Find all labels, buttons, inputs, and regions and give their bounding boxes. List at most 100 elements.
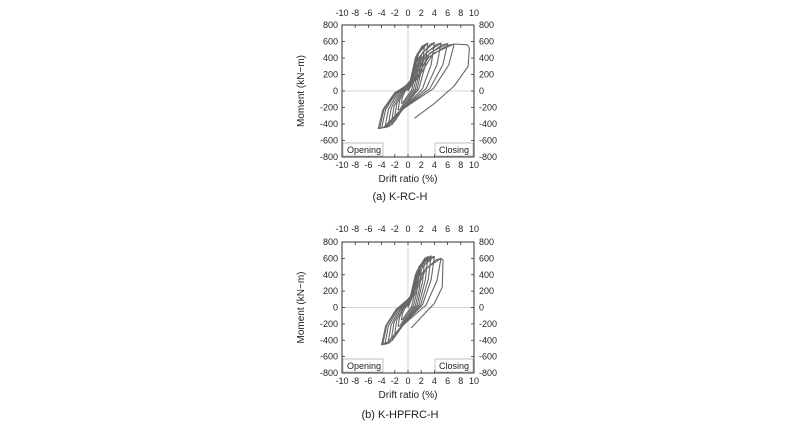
opening-label: Opening xyxy=(347,145,381,155)
x-tick-label-top: 2 xyxy=(419,8,424,18)
x-tick-label-bottom: 0 xyxy=(405,160,410,170)
y-tick-label-left: 800 xyxy=(323,20,338,30)
x-tick-label-bottom: -6 xyxy=(364,376,372,386)
y-tick-label-left: 800 xyxy=(323,237,338,247)
x-tick-label-bottom: 10 xyxy=(469,376,479,386)
x-tick-label-bottom: -6 xyxy=(364,160,372,170)
y-tick-label-left: 400 xyxy=(323,53,338,63)
x-tick-label-top: -8 xyxy=(351,224,359,234)
y-tick-label-right: 800 xyxy=(479,237,494,247)
x-tick-label-top: 0 xyxy=(405,224,410,234)
y-tick-label-right: 800 xyxy=(479,20,494,30)
y-tick-label-right: -200 xyxy=(479,103,497,113)
hysteresis-loop-6 xyxy=(384,42,435,129)
hysteresis-loop-9 xyxy=(377,43,455,130)
x-tick-label-top: -10 xyxy=(335,224,348,234)
y-tick-label-right: 200 xyxy=(479,70,494,80)
y-tick-label-left: -400 xyxy=(320,335,338,345)
closing-label-box xyxy=(434,358,474,373)
plot-frame xyxy=(341,241,475,374)
x-tick-label-top: 6 xyxy=(445,224,450,234)
x-tick-label-top: -2 xyxy=(391,224,399,234)
y-tick-label-left: 600 xyxy=(323,37,338,47)
y-tick-label-right: 400 xyxy=(479,270,494,280)
plot-frame xyxy=(341,24,475,158)
panel-caption: (b) K-HPFRC-H xyxy=(362,409,439,421)
final-unloading-branch xyxy=(414,43,470,119)
x-tick-label-top: 10 xyxy=(469,224,479,234)
opening-label-box xyxy=(342,358,384,373)
x-tick-label-top: -10 xyxy=(335,8,348,18)
x-tick-label-top: 4 xyxy=(432,8,437,18)
x-tick-label-bottom: 8 xyxy=(458,376,463,386)
y-tick-label-left: -400 xyxy=(320,119,338,129)
y-tick-label-right: -200 xyxy=(479,319,497,329)
x-tick-label-top: 10 xyxy=(469,8,479,18)
x-tick-label-top: -8 xyxy=(351,8,359,18)
x-tick-label-bottom: 0 xyxy=(405,376,410,386)
x-tick-label-bottom: -10 xyxy=(335,376,348,386)
y-tick-label-left: -200 xyxy=(320,103,338,113)
x-tick-label-bottom: 6 xyxy=(445,376,450,386)
x-tick-label-top: -6 xyxy=(364,224,372,234)
x-tick-label-bottom: -10 xyxy=(335,160,348,170)
y-tick-label-left: -600 xyxy=(320,352,338,362)
x-tick-label-top: -6 xyxy=(364,8,372,18)
closing-label: Closing xyxy=(439,361,469,371)
final-unloading-branch xyxy=(410,257,444,329)
x-tick-label-top: 4 xyxy=(432,224,437,234)
y-tick-label-left: -800 xyxy=(320,368,338,378)
y-tick-label-right: 400 xyxy=(479,53,494,63)
y-tick-label-right: -400 xyxy=(479,335,497,345)
y-tick-label-left: 200 xyxy=(323,70,338,80)
closing-label: Closing xyxy=(439,145,469,155)
x-tick-label-top: 0 xyxy=(405,8,410,18)
y-tick-label-left: -600 xyxy=(320,136,338,146)
y-tick-label-left: 0 xyxy=(333,303,338,313)
x-tick-label-bottom: 10 xyxy=(469,160,479,170)
y-tick-label-right: -800 xyxy=(479,368,497,378)
y-axis-label: Moment (kN−m) xyxy=(296,55,307,127)
y-tick-label-right: -800 xyxy=(479,152,497,162)
hysteresis-loop-8 xyxy=(382,257,442,345)
y-tick-label-left: -200 xyxy=(320,319,338,329)
y-tick-label-right: 0 xyxy=(479,303,484,313)
x-tick-label-bottom: 4 xyxy=(432,376,437,386)
hysteresis-loop-7 xyxy=(381,42,442,129)
x-tick-label-bottom: 6 xyxy=(445,160,450,170)
x-tick-label-bottom: -2 xyxy=(391,160,399,170)
x-tick-label-top: -4 xyxy=(378,8,386,18)
x-tick-label-bottom: 2 xyxy=(419,160,424,170)
x-tick-label-bottom: 8 xyxy=(458,160,463,170)
x-tick-label-bottom: 4 xyxy=(432,160,437,170)
y-tick-label-left: 0 xyxy=(333,86,338,96)
x-tick-label-top: 2 xyxy=(419,224,424,234)
x-tick-label-top: 6 xyxy=(445,8,450,18)
panel-caption: (a) K-RC-H xyxy=(373,191,428,203)
y-axis-label: Moment (kN−m) xyxy=(296,272,307,344)
x-tick-label-bottom: -2 xyxy=(391,376,399,386)
x-tick-label-top: -4 xyxy=(378,224,386,234)
x-tick-label-top: -2 xyxy=(391,8,399,18)
x-axis-label: Drift ratio (%) xyxy=(379,174,438,185)
opening-label-box xyxy=(342,142,384,157)
y-tick-label-left: 200 xyxy=(323,286,338,296)
x-axis-label: Drift ratio (%) xyxy=(379,390,438,401)
x-tick-label-bottom: -4 xyxy=(378,160,386,170)
y-tick-label-left: 400 xyxy=(323,270,338,280)
y-tick-label-right: 600 xyxy=(479,253,494,263)
x-tick-label-top: 8 xyxy=(458,224,463,234)
y-tick-label-right: -600 xyxy=(479,352,497,362)
opening-label: Opening xyxy=(347,361,381,371)
y-tick-label-left: -800 xyxy=(320,152,338,162)
x-tick-label-bottom: -8 xyxy=(351,160,359,170)
x-tick-label-bottom: -4 xyxy=(378,376,386,386)
y-tick-label-left: 600 xyxy=(323,253,338,263)
x-tick-label-top: 8 xyxy=(458,8,463,18)
y-tick-label-right: -600 xyxy=(479,136,497,146)
y-tick-label-right: -400 xyxy=(479,119,497,129)
x-tick-label-bottom: 2 xyxy=(419,376,424,386)
x-tick-label-bottom: -8 xyxy=(351,376,359,386)
